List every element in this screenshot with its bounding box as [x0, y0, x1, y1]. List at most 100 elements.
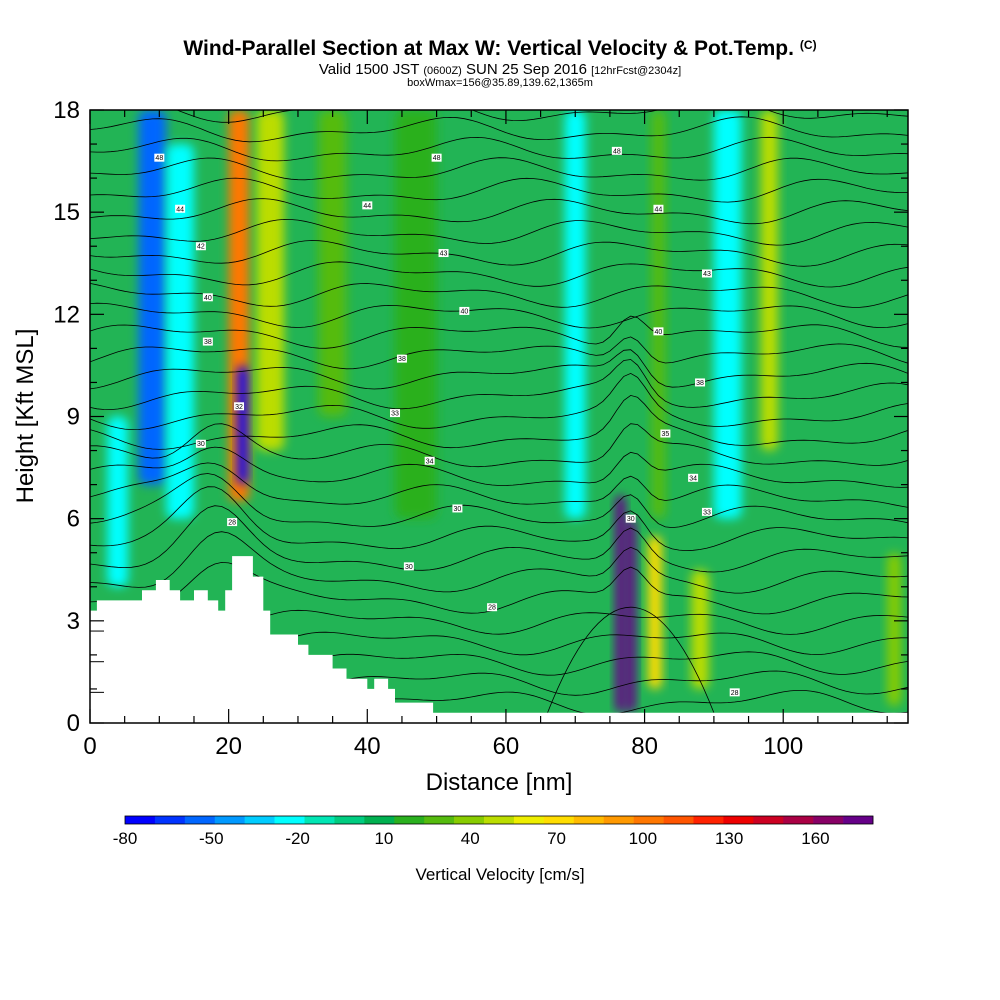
theta-label-text: 43: [703, 271, 711, 278]
theta-label-text: 40: [655, 329, 663, 336]
theta-contour: [90, 240, 908, 267]
theta-label-box: [195, 439, 206, 448]
colorbar-tick-label: 40: [461, 829, 480, 848]
theta-label: 44: [653, 204, 664, 213]
chart-title: Wind-Parallel Section at Max W: Vertical…: [0, 37, 1000, 61]
theta-label-box: [396, 354, 407, 363]
theta-contour: [90, 561, 908, 615]
y-axis: 0 3 6 9 12 15 18: [53, 97, 908, 737]
colorbar-segment: [214, 816, 245, 824]
theta-label-text: 44: [655, 206, 663, 213]
theta-label-text: 42: [197, 244, 205, 251]
colorbar-segment: [693, 816, 724, 824]
colorbar-segment: [484, 816, 515, 824]
valid-prefix: Valid 1500 JST: [318, 61, 420, 78]
theta-label: 28: [227, 518, 238, 527]
theta-contour: [176, 110, 908, 123]
theta-label-box: [227, 518, 238, 527]
colorbar-title: Vertical Velocity [cm/s]: [415, 865, 584, 884]
theta-label-text: 40: [204, 295, 212, 302]
theta-label: 34: [424, 456, 435, 465]
y-tick-label: 6: [67, 506, 80, 533]
colorbar-segment: [334, 816, 365, 824]
theta-contours: [90, 110, 908, 717]
y-tick-label: 18: [53, 97, 80, 124]
theta-label-text: 32: [235, 404, 243, 411]
colorbar-tick-label: 100: [629, 829, 657, 848]
y-tick-label: 12: [53, 301, 80, 328]
colorbar-tick-label: -80: [113, 829, 138, 848]
theta-label: 48: [154, 153, 165, 162]
colorbar-segment: [454, 816, 485, 824]
velocity-band: [318, 110, 347, 417]
theta-label: 34: [688, 473, 699, 482]
velocity-band: [395, 110, 437, 519]
theta-label-box: [459, 306, 470, 315]
theta-label-text: 30: [627, 516, 635, 523]
theta-label: 30: [452, 504, 463, 513]
theta-label-text: 48: [613, 148, 621, 155]
y-tick-label: 9: [67, 404, 80, 431]
theta-label: 40: [459, 306, 470, 315]
velocity-band: [625, 518, 636, 713]
theta-label: 38: [396, 354, 407, 363]
colorbar-tick-label: -50: [199, 829, 224, 848]
colorbar-segment: [125, 816, 156, 824]
theta-label-box: [688, 473, 699, 482]
theta-label: 43: [438, 249, 449, 258]
colorbar: -80 -50 -20 10 40 70 100 130 160: [113, 815, 874, 848]
colorbar-segment: [184, 816, 216, 824]
theta-contour: [90, 283, 908, 308]
theta-contour: [90, 157, 908, 181]
colorbar-segment: [394, 816, 425, 824]
theta-label-text: 34: [689, 475, 697, 482]
theta-label-box: [695, 378, 706, 387]
theta-contour: [90, 177, 908, 203]
theta-label-box: [653, 204, 664, 213]
theta-label: 48: [611, 146, 622, 155]
theta-label-text: 38: [204, 339, 212, 346]
theta-label-text: 30: [454, 506, 462, 513]
colorbar-segment: [723, 816, 754, 824]
theta-label-box: [487, 603, 498, 612]
theta-label-text: 28: [228, 520, 236, 527]
x-tick-label: 0: [83, 733, 96, 760]
colorbar-segment: [603, 816, 634, 824]
colorbar-segment: [783, 816, 814, 824]
x-tick-label: 80: [631, 733, 658, 760]
terrain: [90, 556, 908, 723]
y-tick-label: 15: [53, 199, 80, 226]
x-axis: 0 20 40 60 80 100: [83, 110, 888, 760]
theta-contour: [90, 531, 908, 594]
theta-label-box: [729, 688, 740, 697]
colorbar-segment: [543, 816, 575, 824]
colorbar-tick-label: -20: [285, 829, 310, 848]
colorbar-tick-label: 130: [715, 829, 743, 848]
theta-label-box: [202, 293, 213, 302]
theta-label: 42: [195, 242, 206, 251]
theta-label-box: [403, 562, 414, 571]
colorbar-segment: [633, 816, 664, 824]
copyright-mark: (C): [799, 38, 817, 52]
x-tick-label: 100: [763, 733, 803, 760]
theta-label: 44: [175, 204, 186, 213]
velocity-band: [237, 365, 248, 485]
theta-label-box: [195, 242, 206, 251]
theta-contour: [90, 198, 908, 225]
theta-contour: [90, 261, 908, 288]
colorbar-segment: [573, 816, 605, 824]
colorbar-segment: [753, 816, 784, 824]
theta-contour: [90, 315, 908, 349]
forecast-info: [12hrFcst@2304z]: [591, 65, 682, 77]
theta-contour: [90, 218, 908, 246]
valid-date: SUN 25 Sep 2016: [466, 61, 587, 78]
colorbar-segment: [513, 816, 545, 824]
colorbar-segment: [304, 816, 335, 824]
theta-label-box: [234, 402, 245, 411]
colorbar-tick-label: 160: [801, 829, 829, 848]
colorbar-segment: [843, 816, 874, 824]
x-tick-label: 40: [354, 733, 381, 760]
theta-label-box: [660, 429, 671, 438]
theta-label-box: [701, 507, 712, 516]
